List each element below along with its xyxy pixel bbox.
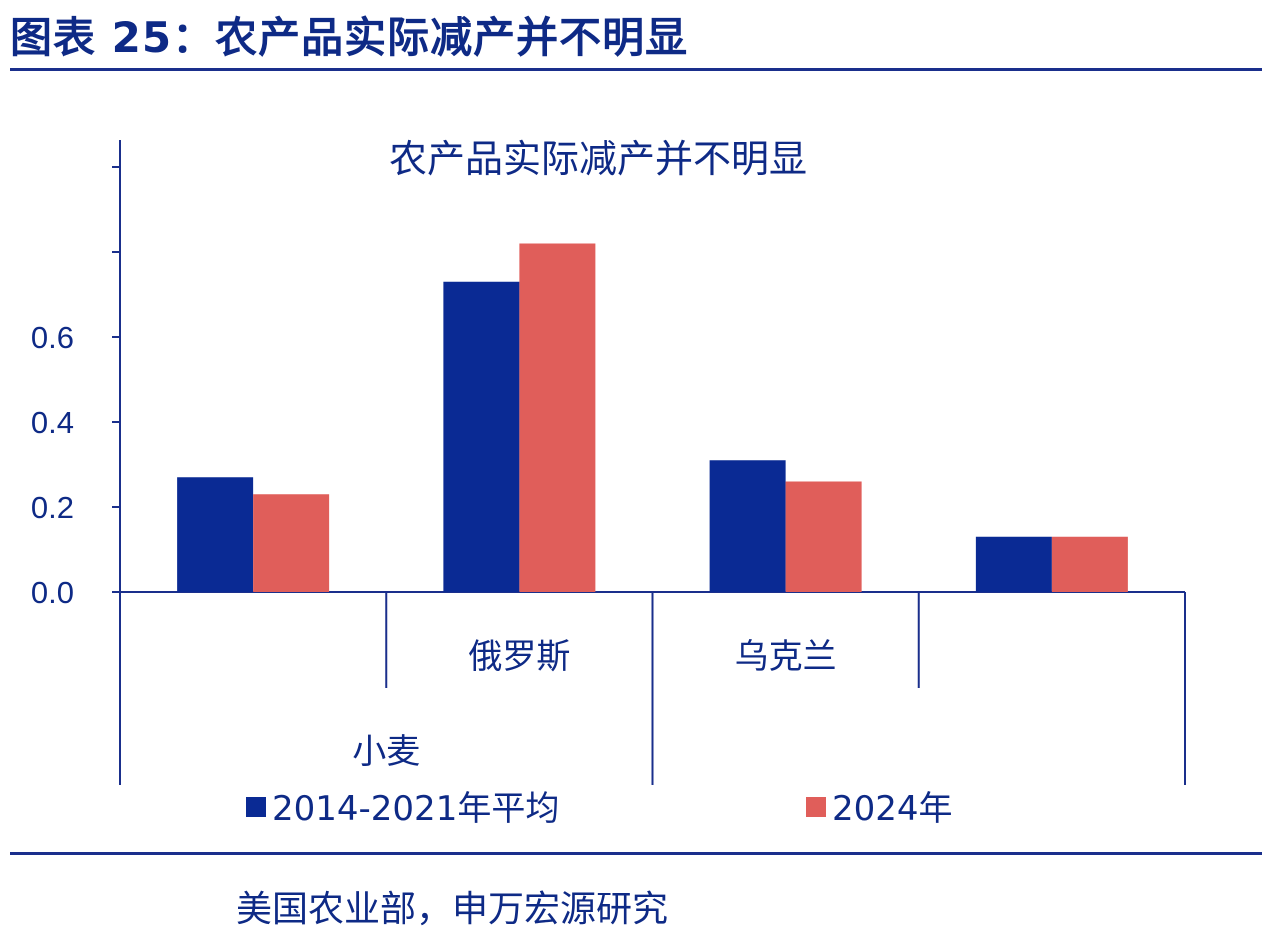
y-tick-label: 0.0 [31,575,74,610]
chart-title: 农产品实际减产并不明显 [389,137,807,181]
legend-swatch [246,797,266,817]
bar-2024 [519,243,596,592]
bar-avg-2014-2021 [709,460,786,592]
source-rule [10,852,1262,855]
category-label: 乌克兰 [735,637,837,677]
legend-label: 2014-2021年平均 [272,789,559,829]
figure-title: 图表 25：农产品实际减产并不明显 [10,13,689,62]
title-rule [10,68,1262,71]
chart-axes [112,140,1186,785]
bar-2024 [785,481,862,592]
chart-legend: 2014-2021年平均 2024年 [246,789,953,829]
chart-bars [177,243,1128,592]
bar-avg-2014-2021 [443,281,520,592]
legend-label: 2024年 [832,789,953,829]
bar-2024 [253,494,330,592]
y-tick-label: 0.2 [31,490,74,525]
bar-avg-2014-2021 [975,536,1052,592]
category-label: 俄罗斯 [468,637,570,677]
y-tick-label: 0.4 [31,405,74,440]
source-note: 美国农业部，申万宏源研究 [236,889,669,930]
group-label: 小麦 [352,732,420,772]
y-tick-label: 0.6 [31,320,74,355]
bar-2024 [1051,536,1128,592]
legend-swatch [806,797,826,817]
bar-avg-2014-2021 [177,477,254,592]
y-axis-ticks: 0.0 0.2 0.4 0.6 [31,320,74,610]
